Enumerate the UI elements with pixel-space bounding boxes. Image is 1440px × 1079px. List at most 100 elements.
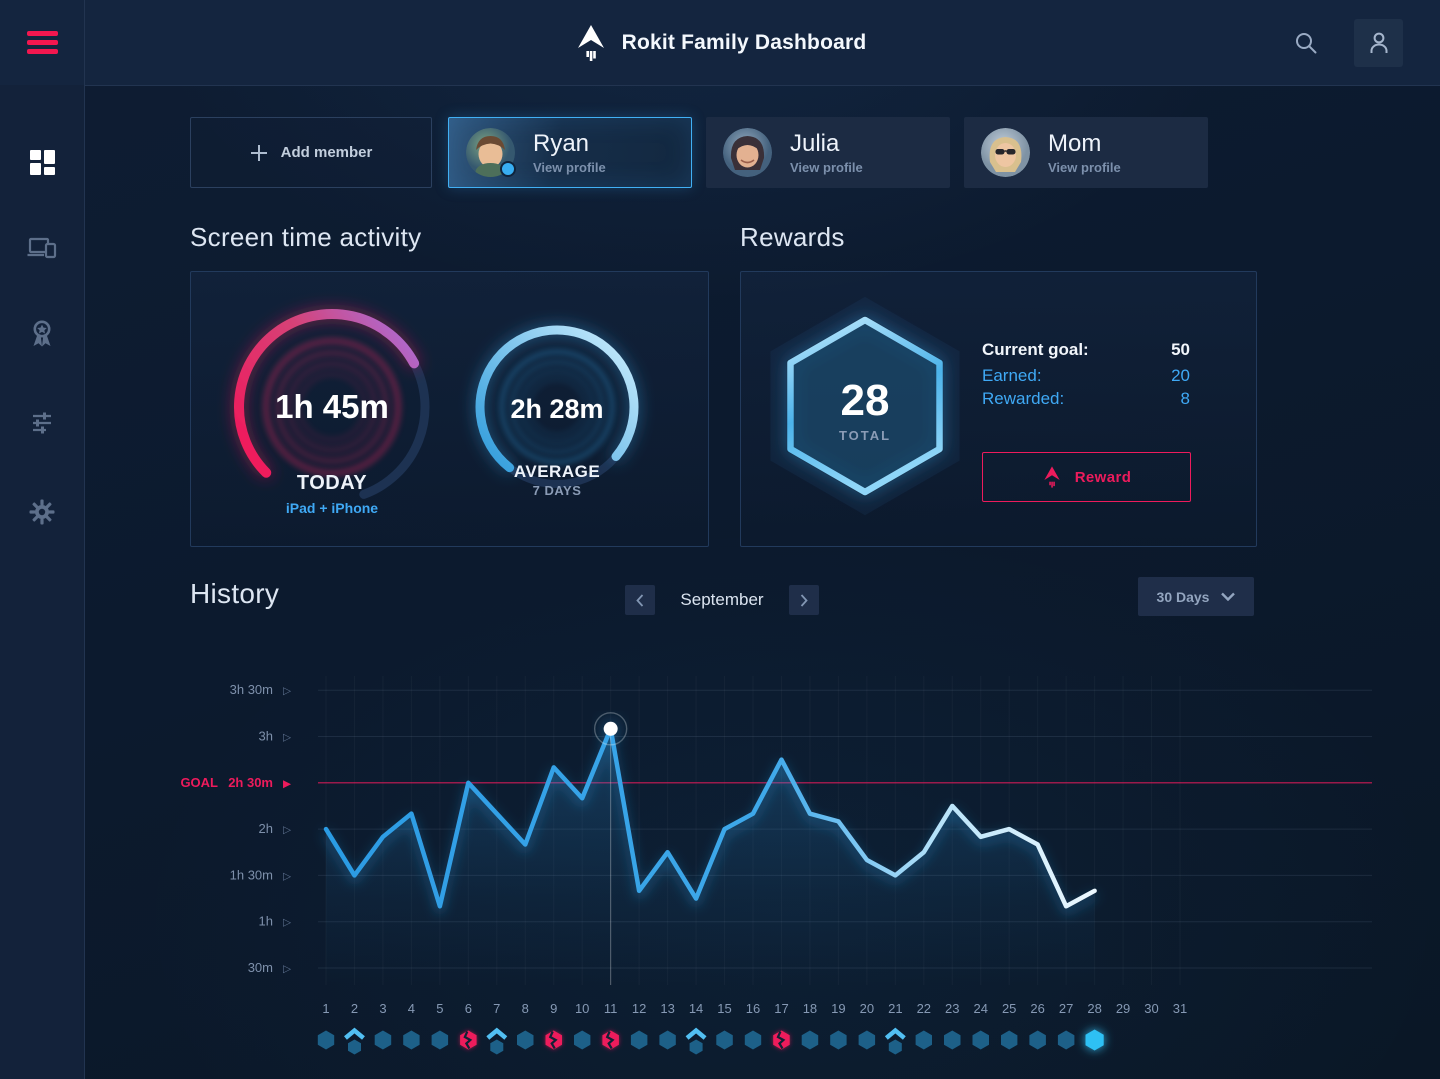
svg-text:17: 17 [774, 1001, 788, 1016]
menu-button[interactable] [0, 0, 85, 85]
svg-text:7: 7 [493, 1001, 500, 1016]
gear-icon [29, 499, 55, 525]
svg-text:8: 8 [522, 1001, 529, 1016]
month-label: September [680, 590, 764, 609]
svg-text:▷: ▷ [283, 732, 292, 744]
member-card-ryan[interactable]: Ryan View profile [448, 117, 692, 188]
history-title: History [190, 578, 280, 609]
header [0, 0, 1440, 86]
svg-text:27: 27 [1059, 1001, 1073, 1016]
day-marker-9[interactable] [545, 1030, 563, 1050]
svg-text:18: 18 [803, 1001, 817, 1016]
search-button[interactable] [1288, 25, 1324, 61]
member-card-mom[interactable]: Mom View profile [964, 117, 1208, 188]
screen-time-panel [190, 271, 709, 547]
svg-text:2h 30m: 2h 30m [228, 775, 273, 790]
user-icon [1370, 32, 1387, 53]
stat-earned: Earned: 20 [982, 366, 1190, 385]
plus-icon [250, 144, 267, 161]
svg-text:3: 3 [379, 1001, 386, 1016]
history-chart: 3h 30m ▷3h ▷2h ▷1h 30m ▷1h ▷30m ▷GOAL 2h 30m ▶1 2… [180, 682, 1372, 1055]
day-marker-21[interactable] [888, 1039, 902, 1055]
range-dropdown[interactable]: 30 Days [1138, 577, 1254, 616]
screen-time-title: Screen time activity [190, 222, 422, 252]
view-profile-link[interactable]: View profile [533, 159, 606, 175]
sidebar-item-rewards[interactable] [0, 304, 84, 364]
devices-icon [27, 237, 57, 259]
online-indicator [500, 161, 516, 177]
stat-current-goal: Current goal: 50 [982, 340, 1190, 359]
svg-text:29: 29 [1116, 1001, 1130, 1016]
day-marker-26[interactable] [1029, 1030, 1046, 1050]
svg-text:1: 1 [322, 1001, 329, 1016]
day-marker-19[interactable] [830, 1030, 847, 1050]
day-marker-1[interactable] [317, 1030, 335, 1050]
award-icon [33, 320, 51, 347]
svg-text:13: 13 [660, 1001, 674, 1016]
sidebar-item-dashboard[interactable] [0, 132, 84, 192]
svg-text:6: 6 [465, 1001, 472, 1016]
add-member-button[interactable]: Add member [190, 117, 432, 188]
day-marker-24[interactable] [972, 1030, 990, 1050]
day-marker-3[interactable] [374, 1030, 392, 1050]
chart-highlight-marker [603, 721, 618, 736]
profile-button[interactable] [1354, 19, 1403, 67]
stat-rewarded: Rewarded: 8 [982, 389, 1190, 408]
day-marker-22[interactable] [915, 1030, 932, 1050]
svg-text:10: 10 [575, 1001, 589, 1016]
day-marker-17[interactable] [773, 1030, 790, 1050]
svg-text:28: 28 [1087, 1001, 1101, 1016]
next-month-button[interactable] [789, 585, 819, 615]
reward-button[interactable]: Reward [982, 452, 1191, 502]
avatar [981, 128, 1030, 177]
day-marker-15[interactable] [716, 1030, 733, 1050]
day-marker-23[interactable] [944, 1030, 961, 1050]
day-marker-25[interactable] [1001, 1030, 1018, 1050]
search-icon [1296, 33, 1317, 54]
day-marker-18[interactable] [801, 1030, 819, 1050]
day-marker-11[interactable] [602, 1030, 619, 1050]
day-marker-6[interactable] [460, 1030, 477, 1050]
sidebar [0, 85, 85, 1079]
chevron-down-icon [1221, 592, 1236, 601]
controls-icon [33, 412, 51, 434]
day-marker-8[interactable] [517, 1030, 534, 1050]
view-profile-link[interactable]: View profile [1048, 159, 1121, 175]
day-marker-20[interactable] [858, 1030, 876, 1050]
svg-text:31: 31 [1173, 1001, 1187, 1016]
member-name: Julia [790, 129, 840, 157]
day-marker-5[interactable] [431, 1030, 449, 1050]
sidebar-item-devices[interactable] [0, 218, 84, 278]
svg-text:15: 15 [717, 1001, 731, 1016]
avatar [466, 128, 516, 177]
day-marker-10[interactable] [574, 1030, 591, 1050]
svg-text:22: 22 [917, 1001, 931, 1016]
day-marker-14[interactable] [689, 1039, 703, 1055]
day-marker-12[interactable] [630, 1030, 648, 1050]
svg-text:▷: ▷ [283, 824, 292, 836]
svg-text:20: 20 [860, 1001, 874, 1016]
day-marker-2[interactable] [348, 1039, 361, 1055]
sidebar-item-settings[interactable] [0, 482, 84, 542]
sidebar-item-controls[interactable] [0, 393, 84, 453]
member-card-julia[interactable]: Julia View profile [706, 117, 950, 188]
svg-text:11: 11 [604, 1001, 618, 1016]
view-profile-link[interactable]: View profile [790, 159, 863, 175]
avatar [723, 128, 772, 177]
svg-text:2h: 2h [259, 821, 273, 836]
svg-text:▷: ▷ [283, 917, 292, 929]
day-marker-27[interactable] [1057, 1030, 1075, 1050]
day-marker-4[interactable] [403, 1030, 420, 1050]
reward-rocket-icon [1044, 466, 1060, 488]
day-marker-28[interactable] [1085, 1029, 1104, 1051]
day-marker-13[interactable] [659, 1030, 676, 1050]
svg-text:3h: 3h [259, 729, 273, 744]
prev-month-button[interactable] [625, 585, 655, 615]
member-name: Mom [1048, 129, 1102, 157]
svg-text:▷: ▷ [283, 963, 292, 975]
dashboard-icon [29, 149, 55, 175]
day-marker-7[interactable] [490, 1039, 504, 1055]
svg-text:16: 16 [746, 1001, 760, 1016]
day-marker-16[interactable] [744, 1030, 762, 1050]
svg-text:5: 5 [436, 1001, 443, 1016]
